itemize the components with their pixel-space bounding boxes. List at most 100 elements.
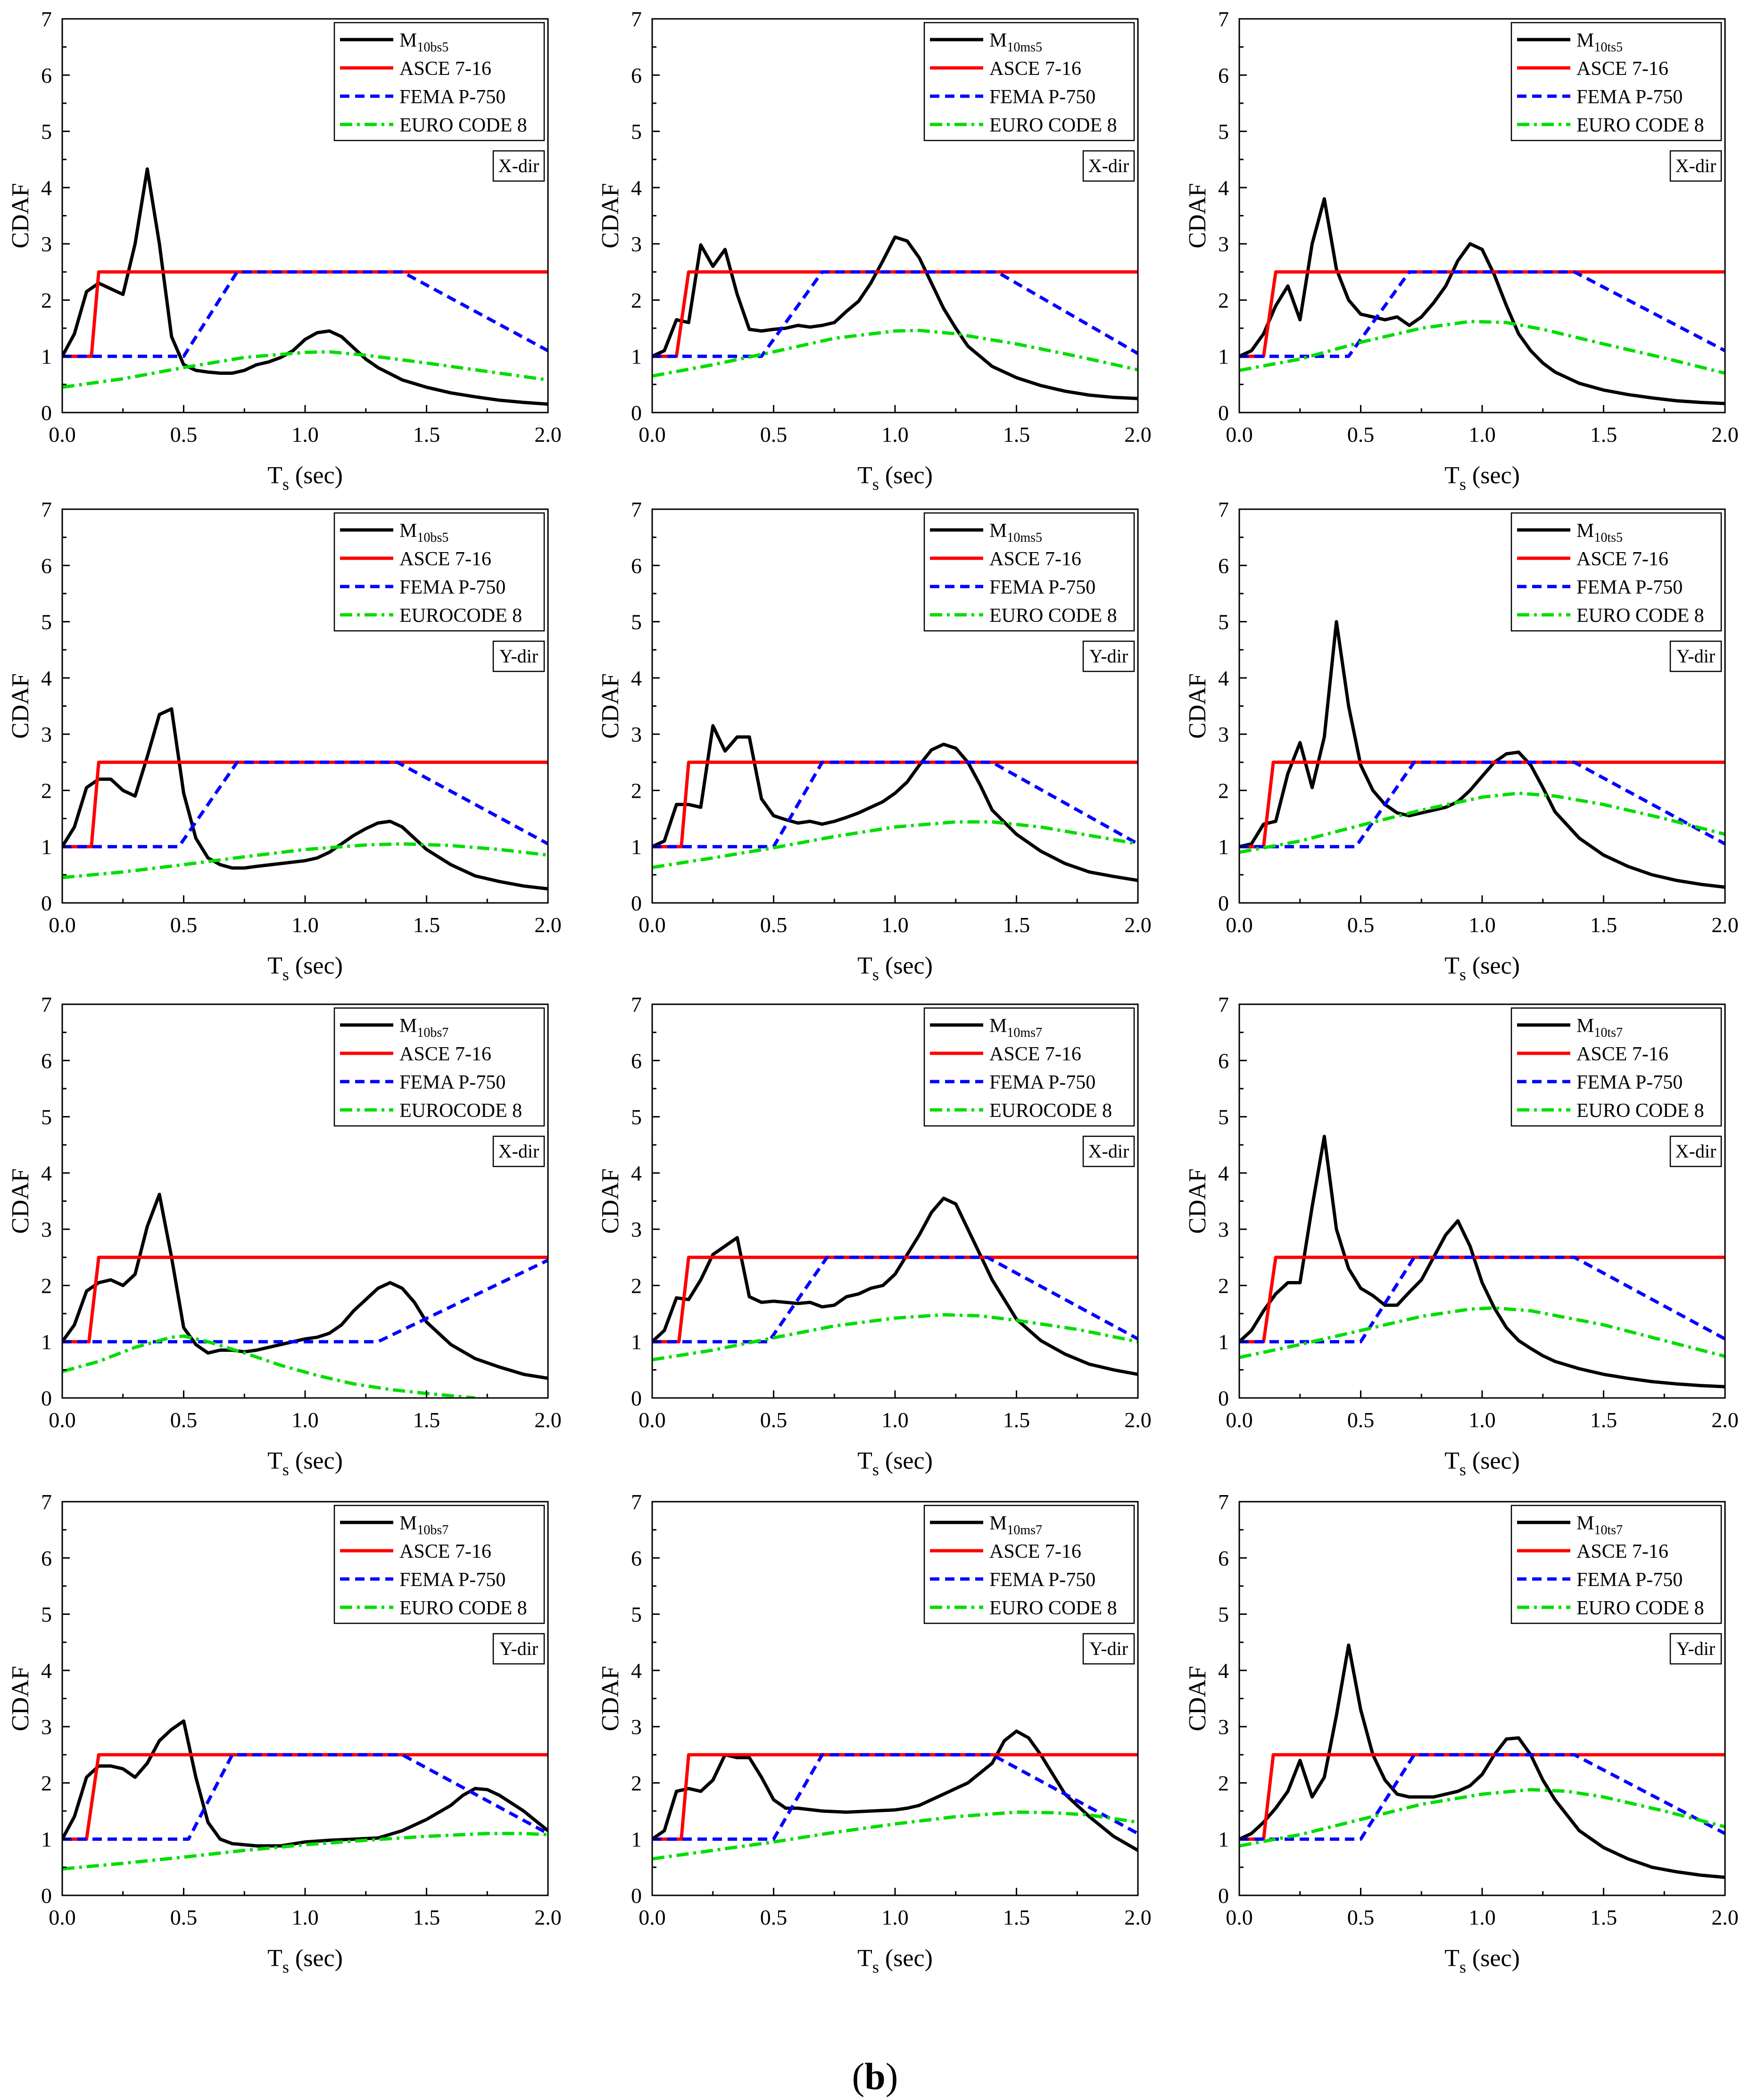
series-line-euro xyxy=(652,820,1138,869)
direction-box xyxy=(1669,1135,1722,1167)
x-axis-label-main: T xyxy=(1444,952,1460,979)
x-tick-label: 0.0 xyxy=(1226,1408,1253,1432)
direction-label: Y-dir xyxy=(1089,1638,1128,1659)
legend-label-text: EURO CODE 8 xyxy=(399,1597,527,1619)
legend-label-record: M10ts7 xyxy=(1576,1513,1623,1538)
x-tick-label: 1.5 xyxy=(1590,1408,1617,1432)
x-axis-label-sub: s xyxy=(1460,1958,1466,1976)
direction-box xyxy=(492,640,545,672)
legend-label-text: ASCE 7-16 xyxy=(399,1541,491,1563)
legend-label-text: M xyxy=(399,520,417,542)
y-tick-label: 6 xyxy=(631,554,642,578)
legend-label-text: FEMA P-750 xyxy=(1576,1072,1683,1093)
legend-label-fema: FEMA P-750 xyxy=(399,86,506,108)
y-tick-label: 7 xyxy=(41,1490,52,1514)
y-tick-label: 0 xyxy=(631,401,642,425)
legend-label-asce: ASCE 7-16 xyxy=(399,1541,491,1563)
legend-label-asce: ASCE 7-16 xyxy=(989,58,1081,80)
legend-label-record: M10ms5 xyxy=(989,520,1042,545)
x-axis-label-main: T xyxy=(1444,462,1460,489)
legend-label-text: ASCE 7-16 xyxy=(1576,58,1668,80)
x-tick-label: 2.0 xyxy=(1711,1408,1739,1432)
legend-label-record: M10bs5 xyxy=(399,30,448,55)
legend-label-text: EURO CODE 8 xyxy=(989,115,1117,136)
series-line-asce xyxy=(652,1753,1138,1841)
x-tick-label: 1.5 xyxy=(413,422,440,446)
legend-label-sub: 10ms5 xyxy=(1007,40,1042,55)
legend-label-text: EUROCODE 8 xyxy=(989,1100,1112,1122)
legend-label-text: EURO CODE 8 xyxy=(1576,1100,1704,1122)
y-tick-label: 3 xyxy=(41,1715,52,1739)
series-line-fema xyxy=(62,1753,548,1841)
y-tick-label: 1 xyxy=(631,835,642,859)
series-line-euro xyxy=(1239,1306,1725,1359)
x-tick-label: 0.5 xyxy=(1347,422,1375,446)
x-tick-label: 1.0 xyxy=(291,1408,319,1432)
x-axis-label-unit: (sec) xyxy=(1466,952,1520,979)
legend-label-asce: ASCE 7-16 xyxy=(399,1043,491,1065)
legend-box xyxy=(1510,1505,1722,1624)
y-tick-label: 1 xyxy=(1218,835,1229,859)
legend-label-text: ASCE 7-16 xyxy=(399,548,491,570)
x-axis-label-sub: s xyxy=(872,475,879,494)
y-tick-label: 2 xyxy=(631,1771,642,1795)
y-tick-label: 3 xyxy=(631,232,642,256)
caption-close: ) xyxy=(885,2056,898,2098)
y-tick-label: 6 xyxy=(631,1546,642,1570)
legend-label-text: EURO CODE 8 xyxy=(399,115,527,136)
y-tick-label: 0 xyxy=(41,401,52,425)
y-tick-label: 2 xyxy=(41,1273,52,1298)
series-line-record xyxy=(652,724,1138,882)
y-tick-label: 1 xyxy=(41,835,52,859)
chart-panel-1: 0.0 0.5 1.0 1.5 2.0 0 1 2 3 4 5 6 7 CDAF Ts (sec) M10bs… xyxy=(7,7,562,494)
x-axis-label: Ts (sec) xyxy=(1444,462,1520,494)
y-tick-label: 7 xyxy=(1218,497,1229,521)
y-tick-label: 6 xyxy=(1218,1546,1229,1570)
legend-label-text: M xyxy=(989,1513,1007,1534)
legend-label-sub: 10ts7 xyxy=(1594,1523,1623,1538)
series-line-fema xyxy=(1239,270,1725,358)
series-line-record xyxy=(1239,1643,1725,1879)
y-tick-label: 3 xyxy=(41,1217,52,1241)
legend-label-text: FEMA P-750 xyxy=(1576,86,1683,108)
series-line-record xyxy=(652,1729,1138,1852)
y-tick-label: 7 xyxy=(1218,1490,1229,1514)
x-axis-label-unit: (sec) xyxy=(879,1447,933,1474)
chart-panel-5: 0.0 0.5 1.0 1.5 2.0 0 1 2 3 4 5 6 7 CDAF Ts (sec) M10ms… xyxy=(597,497,1152,984)
x-tick-label: 1.5 xyxy=(413,1408,440,1432)
y-tick-label: 4 xyxy=(41,1659,52,1683)
legend-label-text: M xyxy=(399,1015,417,1037)
x-tick-label: 0.5 xyxy=(760,1408,788,1432)
x-tick-label: 2.0 xyxy=(1124,913,1152,937)
y-axis-label: CDAF xyxy=(597,1168,624,1234)
legend-label-text: M xyxy=(1576,1015,1594,1037)
legend-label-euro: EUROCODE 8 xyxy=(399,1100,522,1122)
x-tick-label: 1.0 xyxy=(291,422,319,446)
direction-label: X-dir xyxy=(498,1141,539,1162)
legend-label-sub: 10bs7 xyxy=(417,1523,448,1538)
y-axis-label: CDAF xyxy=(7,673,34,739)
legend-label-text: ASCE 7-16 xyxy=(1576,1541,1668,1563)
x-axis-label-unit: (sec) xyxy=(289,1447,343,1474)
legend-label-euro: EURO CODE 8 xyxy=(1576,605,1704,627)
y-tick-label: 4 xyxy=(631,176,642,200)
legend-label-text: FEMA P-750 xyxy=(989,1569,1095,1591)
y-tick-label: 3 xyxy=(41,232,52,256)
y-tick-label: 3 xyxy=(631,722,642,746)
chart-panel-6: 0.0 0.5 1.0 1.5 2.0 0 1 2 3 4 5 6 7 CDAF Ts (sec) M10ts… xyxy=(1184,497,1739,984)
y-tick-label: 4 xyxy=(41,666,52,690)
legend-label-text: EURO CODE 8 xyxy=(989,1597,1117,1619)
legend-label-text: ASCE 7-16 xyxy=(989,1541,1081,1563)
x-axis-label: Ts (sec) xyxy=(267,462,343,494)
legend-label-euro: EURO CODE 8 xyxy=(399,1597,527,1619)
x-tick-label: 1.0 xyxy=(1468,1408,1496,1432)
legend-label-text: M xyxy=(989,1015,1007,1037)
x-axis-label-main: T xyxy=(267,462,282,489)
legend-label-text: EURO CODE 8 xyxy=(1576,1597,1704,1619)
x-tick-label: 0.5 xyxy=(170,1905,198,1929)
legend-label-record: M10bs5 xyxy=(399,520,448,545)
x-tick-label: 0.5 xyxy=(1347,1408,1375,1432)
x-tick-label: 0.0 xyxy=(49,1408,76,1432)
legend-label-text: FEMA P-750 xyxy=(399,86,506,108)
legend-label-sub: 10ts5 xyxy=(1594,530,1623,545)
